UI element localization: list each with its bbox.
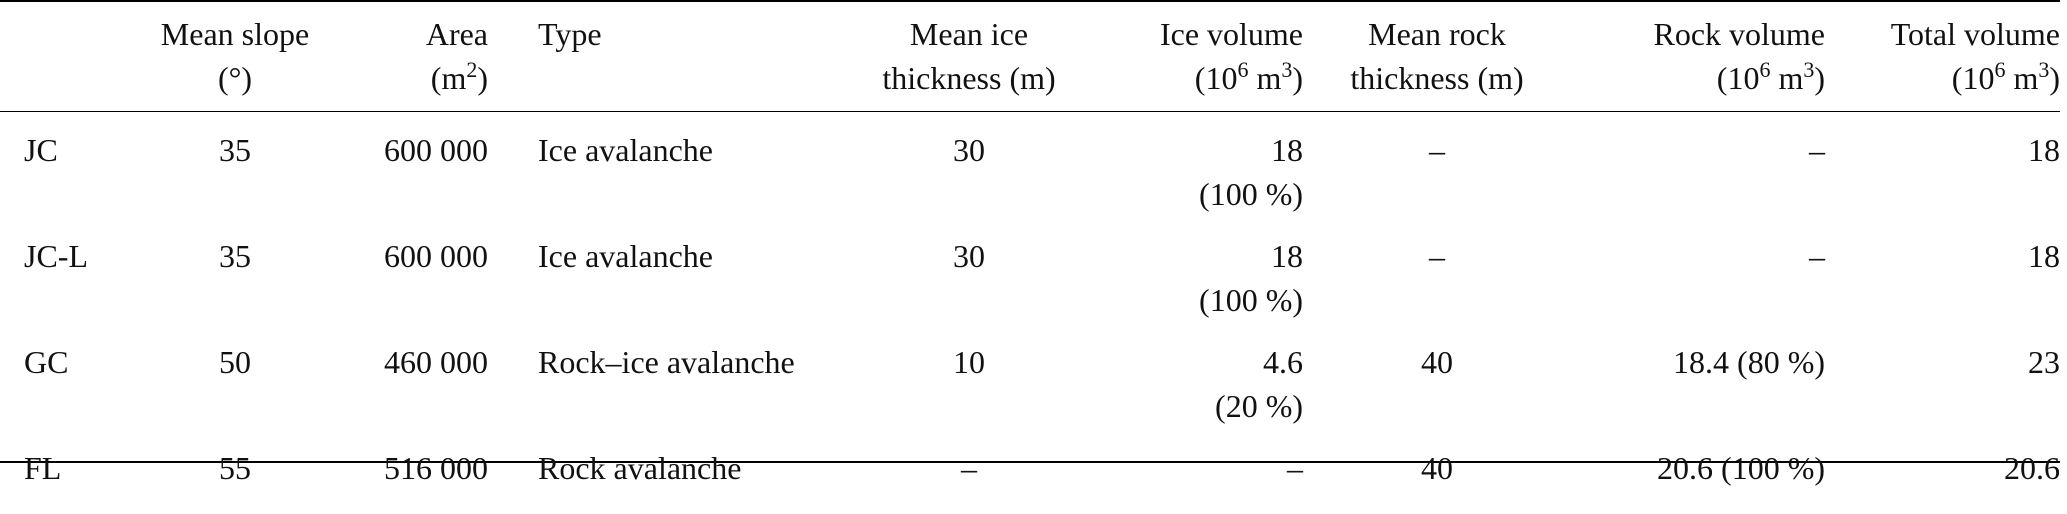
cell-ice-thickness: 30: [953, 238, 985, 274]
cell-area: 600 000: [384, 132, 488, 168]
header-area: Area (m2): [425, 16, 488, 96]
cell-total-volume: 18: [2028, 238, 2060, 274]
header-rule: [0, 111, 2060, 112]
table-row-jc: JC 35 600 000 Ice avalanche 30 18 (100 %…: [0, 110, 2060, 216]
cell-type: Rock–ice avalanche: [538, 344, 795, 380]
cell-mean-slope: 50: [219, 344, 251, 380]
header-id: [0, 4, 120, 110]
cell-rock-volume: 18.4 (80 %): [1673, 344, 1825, 380]
top-rule: [0, 0, 2060, 2]
table-row-gc: GC 50 460 000 Rock–ice avalanche 10 4.6 …: [0, 322, 2060, 428]
cell-mean-slope: 55: [219, 450, 251, 486]
cell-area: 516 000: [384, 450, 488, 486]
cell-total-volume: 20.6: [2004, 450, 2060, 486]
cell-ice-volume: 18 (100 %): [1199, 238, 1303, 318]
table-row-fl: FL 55 516 000 Rock avalanche – – 40 20.6…: [0, 428, 2060, 514]
cell-type: Ice avalanche: [538, 132, 713, 168]
header-total-volume: Total volume (106 m3): [1890, 16, 2060, 96]
cell-rock-thickness: –: [1429, 238, 1445, 274]
cell-id: JC-L: [24, 238, 88, 274]
header-rock-volume: Rock volume (106 m3): [1653, 16, 1825, 96]
cell-total-volume: 18: [2028, 132, 2060, 168]
cell-total-volume: 23: [2028, 344, 2060, 380]
cell-id: JC: [24, 132, 58, 168]
cell-ice-volume: –: [1287, 450, 1303, 486]
volume-table: Mean slope (°) Area (m2) Type Mean ice t…: [0, 4, 2060, 514]
cell-ice-volume: 18 (100 %): [1199, 132, 1303, 212]
cell-rock-volume: –: [1809, 238, 1825, 274]
header-mean-ice-thickness: Mean ice thickness (m): [882, 16, 1056, 96]
cell-type: Rock avalanche: [538, 450, 742, 486]
cell-id: GC: [24, 344, 69, 380]
cell-rock-volume: 20.6 (100 %): [1657, 450, 1825, 486]
cell-area: 600 000: [384, 238, 488, 274]
bottom-rule: [0, 461, 2060, 463]
cell-area: 460 000: [384, 344, 488, 380]
header-mean-rock-thickness: Mean rock thickness (m): [1350, 16, 1524, 96]
cell-ice-thickness: –: [961, 450, 977, 486]
cell-mean-slope: 35: [219, 238, 251, 274]
cell-rock-volume: –: [1809, 132, 1825, 168]
cell-rock-thickness: 40: [1421, 450, 1453, 486]
cell-id: FL: [24, 450, 62, 486]
cell-type: Ice avalanche: [538, 238, 713, 274]
header-mean-slope: Mean slope (°): [160, 16, 310, 96]
cell-rock-thickness: 40: [1421, 344, 1453, 380]
cell-ice-thickness: 30: [953, 132, 985, 168]
header-row: Mean slope (°) Area (m2) Type Mean ice t…: [0, 4, 2060, 110]
header-type: Type: [538, 16, 602, 52]
cell-ice-volume: 4.6 (20 %): [1215, 344, 1303, 424]
results-table-figure: Mean slope (°) Area (m2) Type Mean ice t…: [0, 0, 2060, 486]
header-ice-volume: Ice volume (106 m3): [1159, 16, 1303, 96]
cell-rock-thickness: –: [1429, 132, 1445, 168]
cell-mean-slope: 35: [219, 132, 251, 168]
cell-ice-thickness: 10: [953, 344, 985, 380]
table-row-jc-l: JC-L 35 600 000 Ice avalanche 30 18 (100…: [0, 216, 2060, 322]
